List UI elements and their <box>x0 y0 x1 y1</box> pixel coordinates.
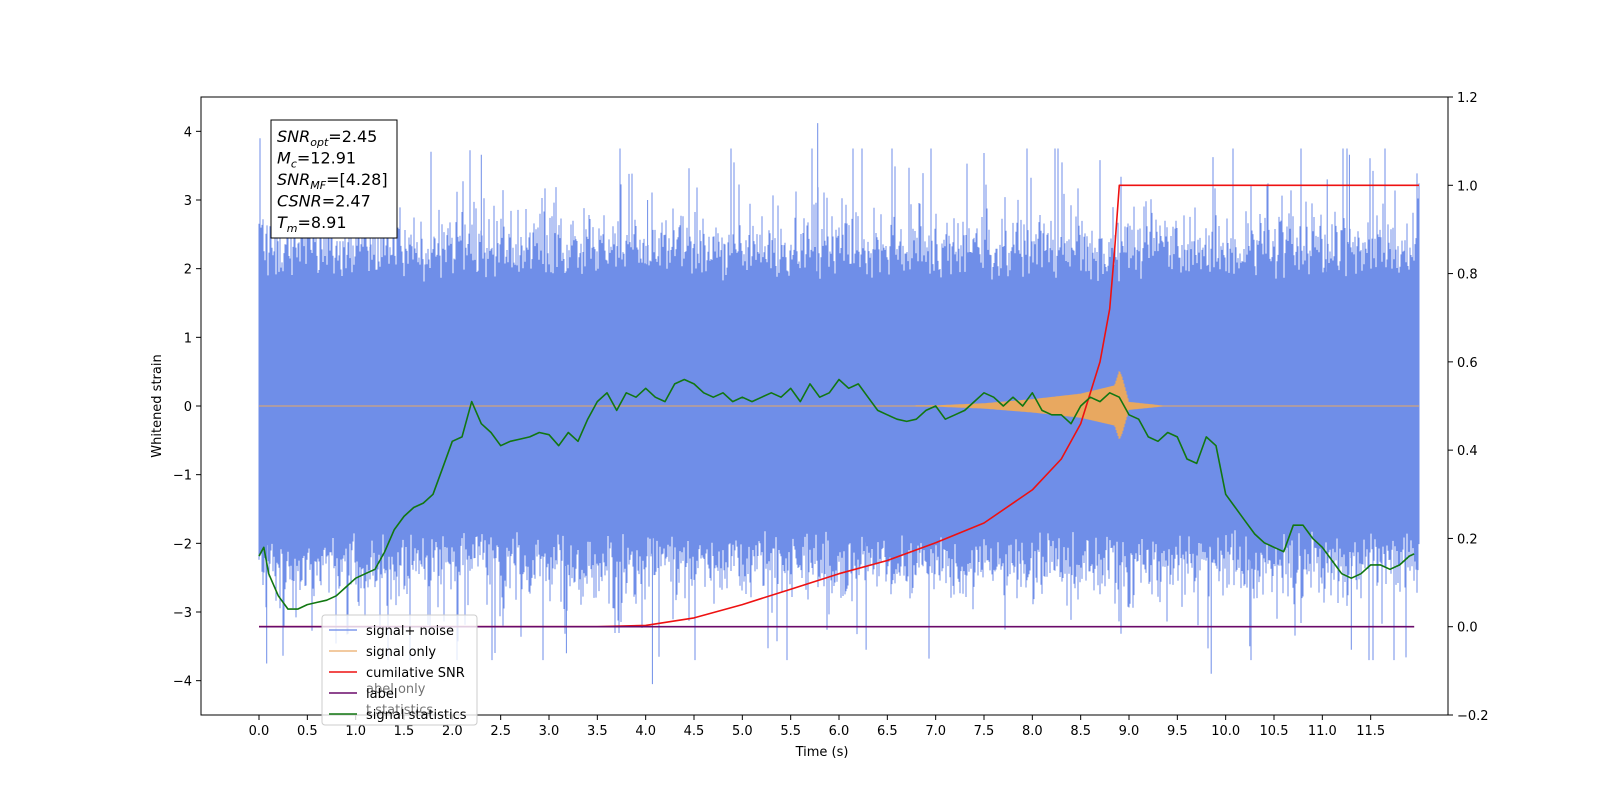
annotation-subscript: MF <box>310 179 326 192</box>
series-signal-noise-line <box>258 123 1420 685</box>
x-tick-label: 0.5 <box>297 724 318 739</box>
legend-label: signal only <box>366 645 436 660</box>
x-tick-label: 11.0 <box>1308 724 1337 739</box>
annotation-line: SNRopt=2.45 <box>277 127 377 149</box>
legend-overlay-text: t statistics <box>366 703 433 718</box>
x-tick-label: 7.5 <box>974 724 995 739</box>
annotation-box: SNRopt=2.45Mc=12.91SNRMF=[4.28]CSNR=2.47… <box>270 119 398 239</box>
x-tick-label: 1.5 <box>394 724 415 739</box>
series-signal-statistics-line <box>258 378 1415 610</box>
y-axis-label: Whitened strain <box>150 354 165 457</box>
annotation-value: =8.91 <box>298 213 347 232</box>
y-tick-label: 3 <box>184 194 192 209</box>
legend-overlay-text: abel only <box>366 682 426 697</box>
y-tick-label: −4 <box>173 675 192 690</box>
annotation-box-frame <box>270 119 398 239</box>
annotation-value: =2.47 <box>322 192 371 211</box>
y-tick-label: −2 <box>173 537 192 552</box>
x-tick-label: 11.5 <box>1356 724 1385 739</box>
annotation-symbol: T <box>277 213 288 232</box>
x-tick-label: 6.0 <box>829 724 850 739</box>
y2-tick-label: 0.0 <box>1457 621 1478 636</box>
annotation-subscript: opt <box>310 136 329 149</box>
y-tick-label: 0 <box>184 400 192 415</box>
annotation-line: CSNR=2.47 <box>277 192 371 211</box>
x-tick-label: 9.0 <box>1119 724 1140 739</box>
legend-frame <box>321 614 478 726</box>
x-tick-label: 10.5 <box>1260 724 1289 739</box>
x-tick-label: 0.0 <box>249 724 270 739</box>
annotation-subscript: m <box>287 222 298 235</box>
annotation-symbol: M <box>277 149 291 168</box>
axes-layer: 0.0 0.5 1.0 1.5 2.0 2.5 3.0 3.5 4.0 4.5 5.0 5.5 6.0 6… <box>173 91 1489 739</box>
annotation-value: =[4.28] <box>326 170 388 189</box>
x-tick-label: 5.0 <box>732 724 753 739</box>
annotation-subscript: c <box>291 158 297 171</box>
y-tick-label: 4 <box>184 125 192 140</box>
x-tick-label: 4.0 <box>635 724 656 739</box>
legend: abel only t statistics signal+ noise signal… <box>321 614 478 726</box>
y2-tick-label: 0.6 <box>1457 356 1478 371</box>
x-tick-label: 3.5 <box>587 724 608 739</box>
x-tick-label: 4.5 <box>684 724 705 739</box>
y2-tick-label: 1.2 <box>1457 91 1478 106</box>
x-tick-label: 8.0 <box>1022 724 1043 739</box>
legend-label: signal+ noise <box>366 624 454 639</box>
y2-tick-label: 0.4 <box>1457 444 1478 459</box>
y-tick-label: −3 <box>173 606 192 621</box>
x-tick-label: 2.5 <box>490 724 511 739</box>
x-tick-label: 6.5 <box>877 724 898 739</box>
x-tick-label: 3.0 <box>539 724 560 739</box>
legend-label: label <box>366 687 397 702</box>
y2-tick-label: 0.8 <box>1457 268 1478 283</box>
annotation-line: Mc=12.91 <box>277 149 356 171</box>
annotation-line: Tm=8.91 <box>277 213 347 235</box>
annotation-symbol: CSNR <box>277 192 322 211</box>
x-tick-label: 5.5 <box>780 724 801 739</box>
annotation-symbol: SNR <box>277 127 310 146</box>
legend-label: signal statistics <box>366 708 467 723</box>
annotation-line: SNRMF=[4.28] <box>277 170 388 192</box>
annotation-value: =12.91 <box>297 149 356 168</box>
x-tick-label: 7.0 <box>925 724 946 739</box>
y-tick-label: 1 <box>184 331 192 346</box>
x-axis-label: Time (s) <box>795 745 849 760</box>
y-tick-label: 2 <box>184 263 192 278</box>
y2-tick-label: −0.2 <box>1457 709 1489 724</box>
series-cumulative-snr-line <box>259 184 1419 628</box>
x-tick-label: 2.0 <box>442 724 463 739</box>
y2-tick-label: 0.2 <box>1457 532 1478 547</box>
annotation-value: =2.45 <box>328 127 377 146</box>
x-tick-label: 1.0 <box>345 724 366 739</box>
x-tick-label: 9.5 <box>1167 724 1188 739</box>
x-tick-label: 8.5 <box>1070 724 1091 739</box>
y-tick-label: −1 <box>173 469 192 484</box>
legend-label: cumilative SNR <box>366 666 465 681</box>
annotation-symbol: SNR <box>277 170 310 189</box>
y2-tick-label: 1.0 <box>1457 179 1478 194</box>
x-tick-label: 10.0 <box>1211 724 1240 739</box>
